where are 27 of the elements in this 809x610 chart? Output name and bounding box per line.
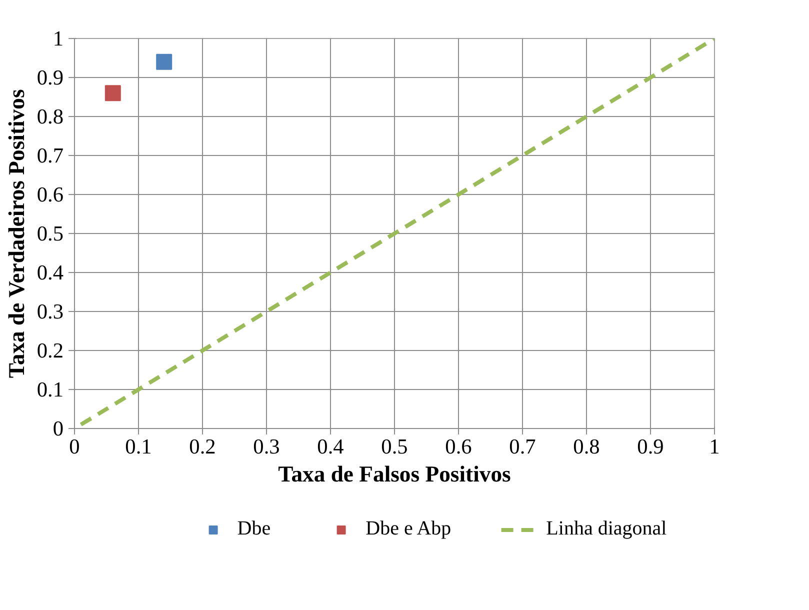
x-tick-label: 0.4 <box>317 434 344 458</box>
x-tick-label: 0.2 <box>189 434 216 458</box>
x-tick-label: 0.3 <box>253 434 280 458</box>
y-tick-label: 0.3 <box>36 300 64 324</box>
y-tick-label: 0.7 <box>36 144 64 168</box>
y-tick-label: 0.1 <box>36 378 64 402</box>
x-tick-label: 0.7 <box>509 434 536 458</box>
x-axis-title: Taxa de Falsos Positivos <box>278 462 512 486</box>
y-tick-label: 0.9 <box>36 66 64 90</box>
x-tick-label: 0.8 <box>573 434 600 458</box>
y-axis-title: Taxa de Verdadeiros Positivos <box>4 89 29 378</box>
y-tick-label: 0.4 <box>36 260 64 284</box>
legend-label: Dbe <box>237 518 271 540</box>
y-tick-label: 0.5 <box>36 222 64 246</box>
y-tick-label: 0.6 <box>36 182 64 206</box>
x-tick-label: 0 <box>69 434 80 458</box>
legend-label: Dbe e Abp <box>366 518 452 540</box>
y-tick-label: 0.8 <box>36 104 64 128</box>
x-tick-label: 0.6 <box>445 434 472 458</box>
y-tick-label: 0.2 <box>36 338 64 362</box>
x-tick-label: 0.9 <box>637 434 664 458</box>
legend-label: Linha diagonal <box>546 518 667 540</box>
y-tick-label: 1 <box>52 26 64 50</box>
x-tick-label: 1 <box>709 434 720 458</box>
y-tick-label: 0 <box>52 416 64 440</box>
x-tick-label: 0.5 <box>381 434 408 458</box>
x-tick-label: 0.1 <box>125 434 152 458</box>
